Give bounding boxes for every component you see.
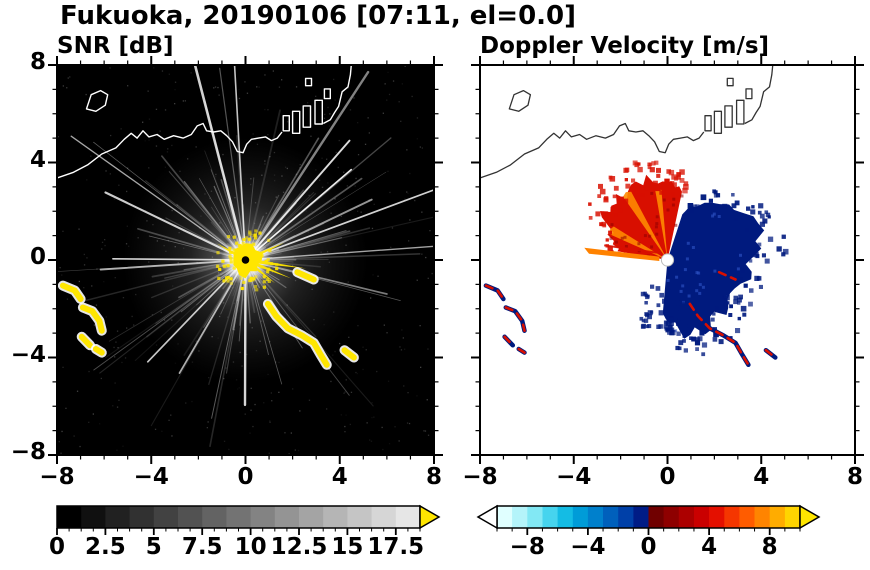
doppler-ppi-plot <box>480 65 855 455</box>
snr-colorbar-label: 5 <box>145 534 162 560</box>
snr-ppi-plot <box>57 65 434 455</box>
snr-x-tick-label: 8 <box>425 464 442 490</box>
snr-colorbar-label: 12.5 <box>270 534 328 560</box>
dop-x-tick-label: −8 <box>462 464 498 490</box>
snr-panel-title: SNR [dB] <box>57 33 174 59</box>
snr-colorbar-label: 15 <box>331 534 364 560</box>
snr-colorbar-label: 17.5 <box>367 534 425 560</box>
snr-colorbar-label: 10 <box>234 534 267 560</box>
dop-x-tick-label: −4 <box>556 464 592 490</box>
y-tick-label: 4 <box>29 146 46 173</box>
doppler-colorbar-label: 8 <box>761 534 778 560</box>
snr-x-tick-label: 4 <box>331 464 348 490</box>
snr-x-tick-label: −8 <box>39 464 75 490</box>
y-tick-label: 8 <box>29 49 46 75</box>
dop-x-tick-label: 8 <box>846 464 863 490</box>
y-tick-label: −8 <box>10 439 46 465</box>
doppler-colorbar-label: −8 <box>509 534 545 560</box>
doppler-panel-title: Doppler Velocity [m/s] <box>480 33 770 59</box>
snr-x-tick-label: −4 <box>133 464 169 490</box>
snr-colorbar-label: 7.5 <box>181 534 223 560</box>
doppler-colorbar-label: 4 <box>701 534 718 560</box>
snr-colorbar-label: 2.5 <box>85 534 126 560</box>
doppler-colorbar-label: 0 <box>640 534 657 560</box>
doppler-colorbar-label: −4 <box>570 534 606 560</box>
y-tick-label: 0 <box>29 244 46 270</box>
dop-x-tick-label: 4 <box>753 464 770 490</box>
snr-x-tick-label: 0 <box>237 464 254 490</box>
snr-colorbar-label: 0 <box>48 534 65 560</box>
figure-title: Fukuoka, 20190106 [07:11, el=0.0] <box>60 1 577 31</box>
dop-x-tick-label: 0 <box>659 464 676 490</box>
y-tick-label: −4 <box>10 341 46 368</box>
